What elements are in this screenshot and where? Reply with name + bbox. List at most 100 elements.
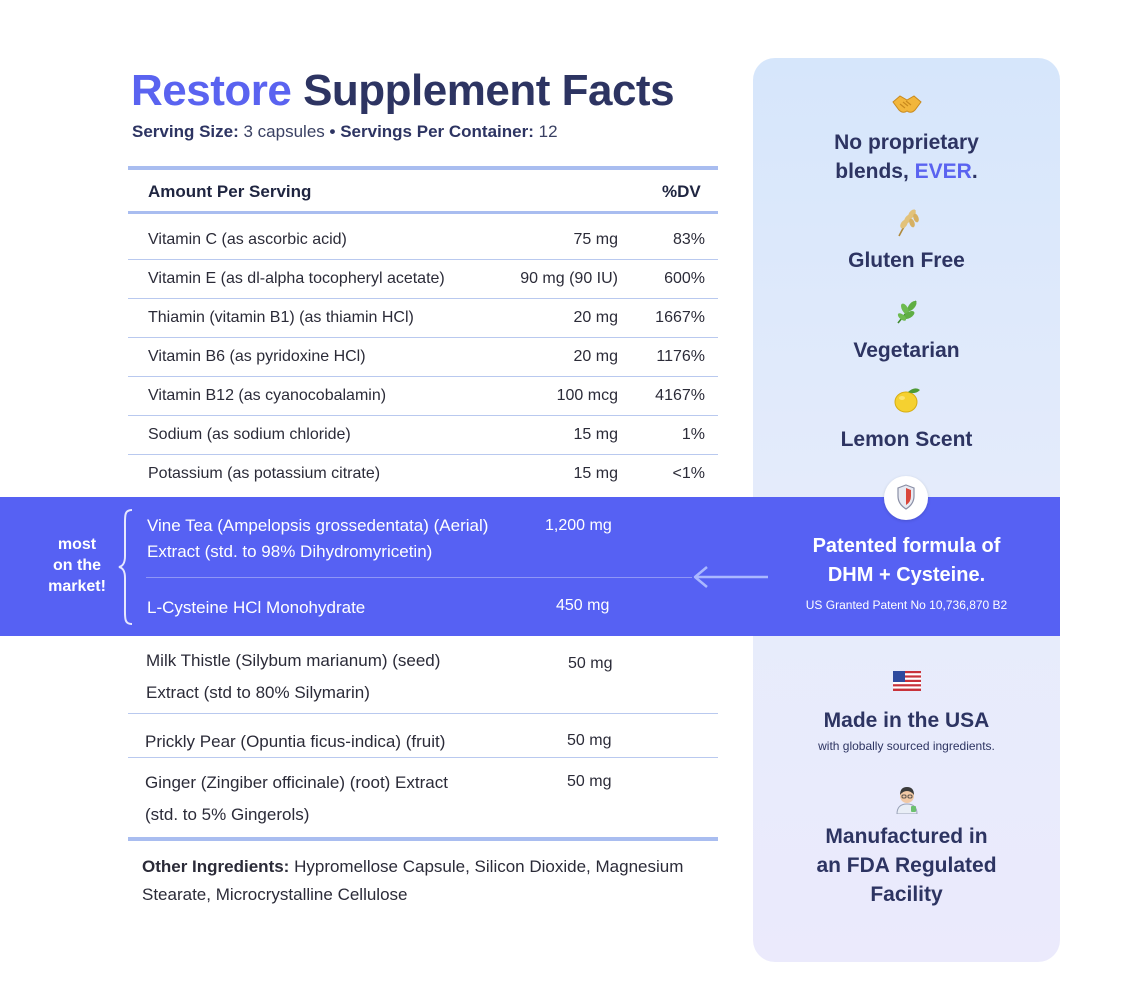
name-line: Extract (std. to 98% Dihydromyricetin): [147, 542, 433, 561]
nutrient-amount: 15 mg: [573, 426, 618, 443]
nutrient-dv: 1667%: [655, 309, 705, 326]
handshake-icon: [892, 95, 922, 113]
serving-info: Serving Size: 3 capsules • Servings Per …: [132, 122, 558, 142]
lemon-scent: Lemon Scent: [840, 428, 973, 451]
feature-line: blends, EVER.: [753, 157, 1060, 186]
table-bottom-rule: [128, 837, 718, 841]
amount-per-serving-header: Amount Per Serving: [148, 182, 312, 201]
nutrient-name: Vitamin B6 (as pyridoxine HCl): [148, 348, 366, 365]
prickly-pear-amount: 50 mg: [567, 732, 612, 749]
vine-tea-amount: 1,200 mg: [545, 517, 612, 534]
table-row: Potassium (as potassium citrate) 15 mg <…: [128, 455, 718, 494]
table-top-rule: [128, 166, 718, 170]
vine-tea-name: Vine Tea (Ampelopsis grossedentata) (Aer…: [147, 513, 488, 565]
highlight-band: [0, 497, 1060, 636]
nutrient-amount: 100 mcg: [556, 387, 618, 404]
other-ingredients: Other Ingredients: Hypromellose Capsule,…: [142, 853, 702, 909]
row-divider: [128, 757, 718, 758]
lemon-icon: [894, 388, 920, 413]
name-line: (std. to 5% Gingerols): [145, 805, 310, 824]
leaf-icon: [897, 300, 917, 324]
page-title: Restore Supplement Facts: [131, 66, 675, 116]
patented-formula: Patented formula of DHM + Cysteine.: [753, 532, 1060, 590]
table-row: Vitamin C (as ascorbic acid) 75 mg 83%: [128, 221, 718, 260]
no-proprietary-blends: No proprietary blends, EVER.: [753, 128, 1060, 186]
serving-separator: •: [329, 122, 336, 141]
table-row: Vitamin B6 (as pyridoxine HCl) 20 mg 117…: [128, 338, 718, 377]
arrow-left-icon: [693, 566, 768, 588]
serving-size-label: Serving Size:: [132, 122, 239, 141]
us-flag-icon: [893, 671, 921, 691]
feature-line: Patented formula of: [812, 535, 1001, 557]
servings-per-container-value: 12: [538, 122, 558, 141]
side-label-line: on the: [53, 557, 101, 574]
shield-icon: [897, 484, 915, 510]
name-line: Milk Thistle (Silybum marianum) (seed): [146, 651, 441, 670]
other-ingredients-text: Hypromellose Capsule, Silicon Dioxide, M…: [142, 857, 684, 904]
title-rest: Supplement Facts: [303, 66, 675, 115]
nutrient-amount: 20 mg: [573, 309, 618, 326]
nutrient-dv: 1%: [681, 426, 705, 443]
milk-thistle-amount: 50 mg: [568, 655, 613, 672]
gluten-free: Gluten Free: [848, 249, 965, 272]
cysteine-amount: 450 mg: [556, 597, 610, 614]
cysteine-name: L-Cysteine HCl Monohydrate: [147, 598, 366, 617]
feature-text: .: [971, 160, 978, 183]
feature-line: No proprietary: [834, 131, 979, 154]
nutrient-dv: 4167%: [655, 387, 705, 404]
ever-accent: EVER: [914, 160, 972, 183]
feature-line: DHM + Cysteine.: [827, 564, 986, 586]
feature-line: an FDA Regulated: [816, 854, 997, 877]
table-row: Vitamin E (as dl-alpha tocopheryl acetat…: [128, 260, 718, 299]
prickly-pear-name: Prickly Pear (Opuntia ficus-indica) (fru…: [145, 732, 446, 751]
vegetarian: Vegetarian: [853, 339, 960, 362]
globally-sourced: with globally sourced ingredients.: [818, 739, 995, 753]
nutrient-dv: <1%: [672, 465, 705, 482]
row-divider: [128, 376, 718, 377]
side-label-line: most: [57, 536, 97, 553]
nutrient-dv: 600%: [664, 270, 705, 287]
name-line: Extract (std to 80% Silymarin): [146, 683, 370, 702]
table-row: Sodium (as sodium chloride) 15 mg 1%: [128, 416, 718, 455]
nutrient-name: Vitamin E (as dl-alpha tocopheryl acetat…: [148, 270, 445, 287]
side-label-line: market!: [48, 578, 106, 595]
feature-line: Manufactured in: [825, 825, 988, 848]
band-divider: [146, 577, 692, 578]
scientist-icon: [896, 787, 918, 814]
milk-thistle-name: Milk Thistle (Silybum marianum) (seed) E…: [146, 645, 440, 709]
name-line: Vine Tea (Ampelopsis grossedentata) (Aer…: [147, 516, 489, 535]
serving-size-value: 3 capsules: [243, 122, 325, 141]
wheat-icon: [898, 209, 919, 237]
table-row: Vitamin B12 (as cyanocobalamin) 100 mcg …: [128, 377, 718, 416]
nutrient-amount: 75 mg: [573, 231, 618, 248]
nutrient-name: Potassium (as potassium citrate): [148, 465, 381, 482]
name-line: Ginger (Zingiber officinale) (root) Extr…: [145, 773, 448, 792]
fda-facility: Manufactured in an FDA Regulated Facilit…: [753, 822, 1060, 909]
nutrient-dv: 83%: [672, 231, 705, 248]
ginger-name: Ginger (Zingiber officinale) (root) Extr…: [145, 767, 448, 831]
curly-brace-icon: [118, 509, 133, 625]
nutrient-dv: 1176%: [656, 348, 705, 365]
nutrient-name: Vitamin B12 (as cyanocobalamin): [148, 387, 387, 404]
made-in-usa: Made in the USA: [823, 709, 990, 732]
feature-text: blends,: [835, 160, 915, 183]
patent-number: US Granted Patent No 10,736,870 B2: [805, 598, 1008, 612]
ginger-amount: 50 mg: [567, 773, 612, 790]
servings-per-container-label: Servings Per Container:: [340, 122, 534, 141]
row-divider: [128, 454, 718, 455]
brand-name: Restore: [131, 66, 292, 115]
nutrient-amount: 90 mg (90 IU): [520, 270, 618, 287]
feature-line: Facility: [870, 883, 943, 906]
other-ingredients-label: Other Ingredients:: [142, 857, 290, 876]
most-on-market-label: most on the market!: [36, 534, 118, 597]
row-divider: [128, 259, 718, 260]
table-row: Thiamin (vitamin B1) (as thiamin HCl) 20…: [128, 299, 718, 338]
dv-header: %DV: [662, 182, 701, 201]
nutrient-amount: 20 mg: [573, 348, 618, 365]
nutrient-amount: 15 mg: [573, 465, 618, 482]
nutrient-name: Sodium (as sodium chloride): [148, 426, 351, 443]
header-rule: [128, 211, 718, 214]
row-divider: [128, 337, 718, 338]
nutrient-name: Vitamin C (as ascorbic acid): [148, 231, 347, 248]
row-divider: [128, 298, 718, 299]
